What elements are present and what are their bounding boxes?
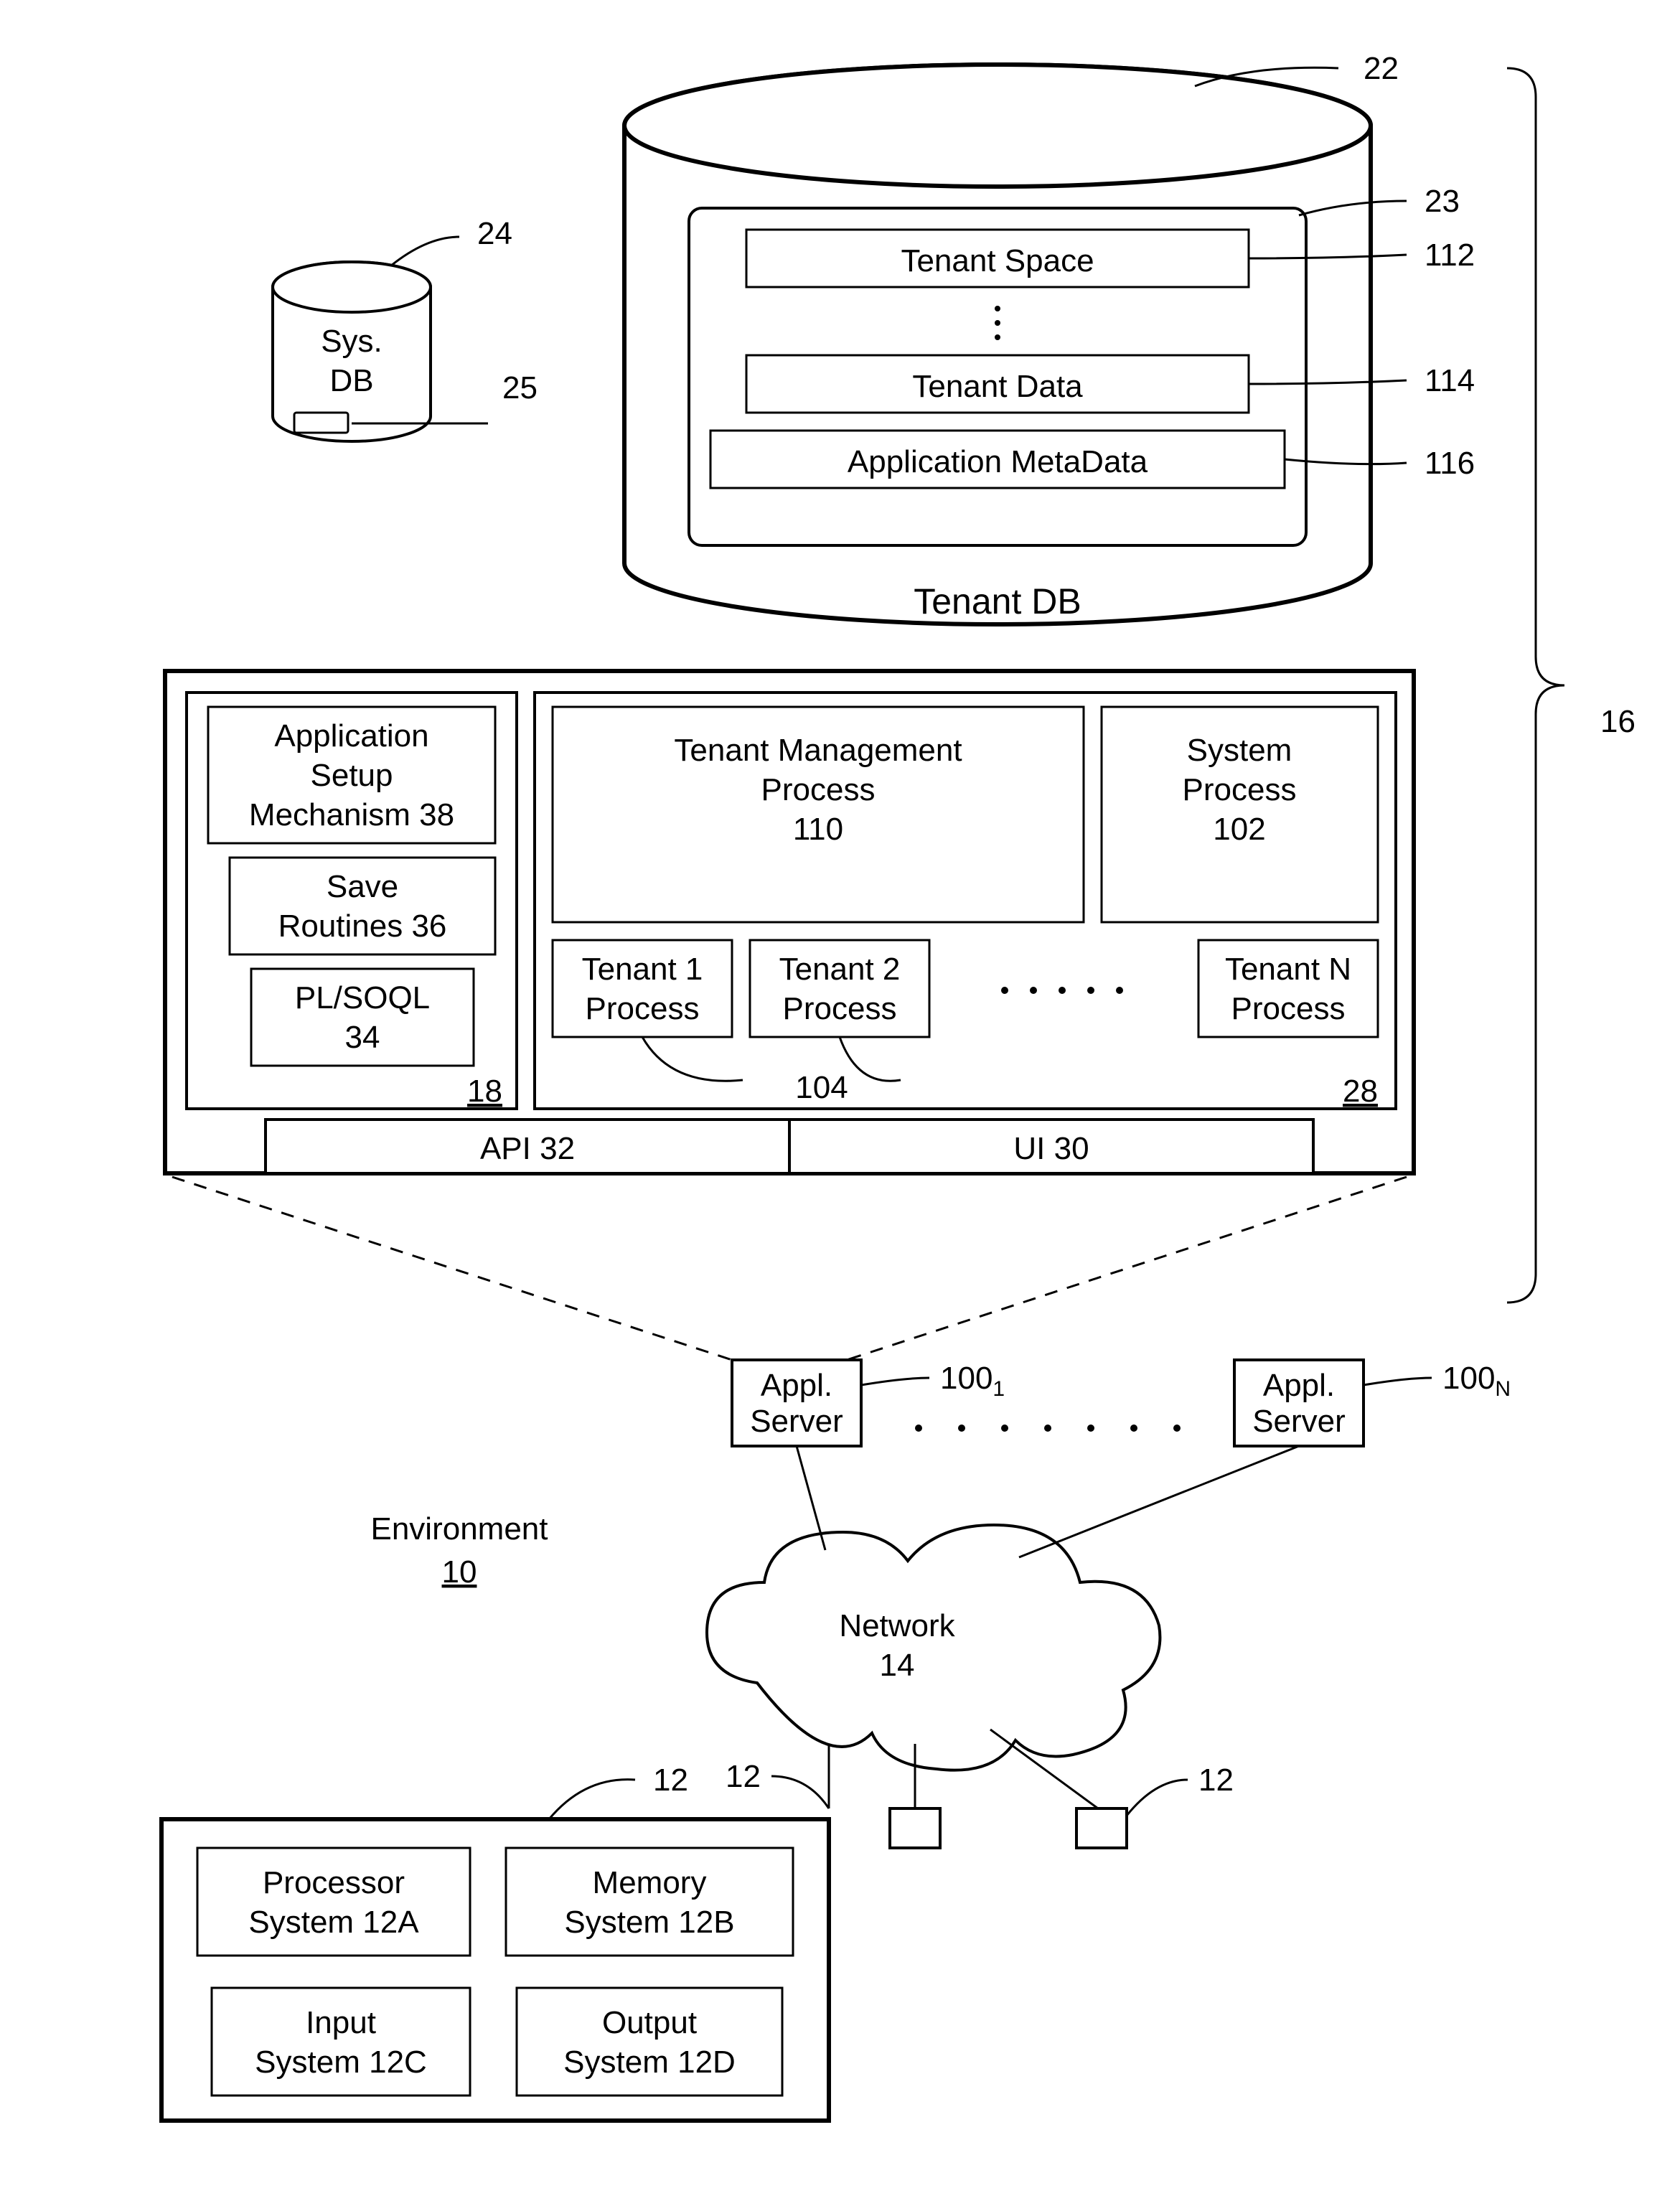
asnb: Server (1252, 1404, 1346, 1439)
t2b: Process (783, 991, 897, 1026)
ui-label: UI 30 (1013, 1131, 1089, 1166)
ref-right: 28 (1343, 1074, 1378, 1109)
user-system: Processor System 12A Memory System 12B I… (161, 1819, 829, 2121)
appsetup3: Mechanism 38 (249, 797, 454, 832)
sys-db: Sys. DB (273, 262, 431, 441)
sysdb-l1: Sys. (321, 324, 383, 359)
ref-tenantData: 114 (1425, 363, 1475, 398)
ref-tenantDB: 22 (1364, 51, 1399, 86)
proc1: Processor (263, 1865, 405, 1900)
net1: Network (839, 1608, 955, 1643)
ref-us-a: 12 (726, 1759, 761, 1794)
in1: Input (306, 2005, 376, 2040)
t1a: Tenant 1 (582, 952, 703, 987)
app-meta-label: Application MetaData (848, 444, 1148, 479)
sysdb-l2: DB (329, 363, 373, 398)
ref-sysDBinner: 25 (502, 370, 538, 405)
architecture-diagram: 16 Tenant DB Tenant Space Tenant Data Ap… (0, 0, 1680, 2201)
ref-sysDB: 24 (477, 216, 512, 251)
as1b: Server (750, 1404, 843, 1439)
tenant-db: Tenant DB Tenant Space Tenant Data Appli… (624, 65, 1371, 624)
tenant-space-label: Tenant Space (901, 243, 1094, 278)
save2: Routines 36 (278, 909, 447, 944)
plsoql2: 34 (345, 1020, 380, 1055)
svg-text:1001: 1001 (940, 1361, 1005, 1401)
ref-as1: 100 (940, 1361, 992, 1396)
svg-text:100N: 100N (1442, 1361, 1511, 1401)
tm3: 110 (793, 812, 843, 847)
sp1: System (1187, 733, 1292, 768)
t2a: Tenant 2 (779, 952, 901, 987)
t1b: Process (586, 991, 700, 1026)
tm1: Tenant Management (674, 733, 962, 768)
ref-tenantSpace: 112 (1425, 238, 1475, 273)
as1a: Appl. (761, 1368, 832, 1403)
ref-left: 18 (467, 1074, 502, 1109)
net2: 14 (880, 1648, 915, 1683)
appl-server-n: Appl. Server (1234, 1360, 1364, 1446)
tenant-db-label: Tenant DB (914, 581, 1081, 621)
tenant-data-label: Tenant Data (912, 369, 1083, 404)
appsetup1: Application (274, 718, 428, 754)
ref-asn: 100 (1442, 1361, 1495, 1396)
ref-env: 10 (442, 1554, 477, 1590)
server-dots (915, 1425, 1181, 1432)
api-label: API 32 (480, 1131, 575, 1166)
env-label: Environment (370, 1511, 548, 1547)
asna: Appl. (1263, 1368, 1335, 1403)
ref-us-c: 12 (653, 1763, 688, 1798)
ref-tenantStorage: 23 (1425, 184, 1460, 219)
ref-as1s: 1 (992, 1377, 1005, 1401)
appl-server-1: Appl. Server (732, 1360, 861, 1446)
tNb: Process (1231, 991, 1346, 1026)
mem2: System 12B (564, 1905, 734, 1940)
app-server-detail: Application Setup Mechanism 38 Save Rout… (165, 671, 1414, 1173)
ref-us-b: 12 (1198, 1763, 1234, 1798)
proc2: System 12A (248, 1905, 419, 1940)
tNa: Tenant N (1225, 952, 1351, 987)
ref-tenantProc: 104 (795, 1070, 848, 1105)
appsetup2: Setup (311, 758, 393, 793)
mem1: Memory (593, 1865, 707, 1900)
sp2: Process (1183, 772, 1297, 807)
sp3: 102 (1213, 812, 1265, 847)
out1: Output (602, 2005, 697, 2040)
ref-appMeta: 116 (1425, 446, 1475, 481)
network-cloud: Network 14 (707, 1525, 1160, 1770)
in2: System 12C (255, 2045, 427, 2080)
ref-system: 16 (1600, 704, 1636, 739)
ref-asns: N (1495, 1377, 1511, 1401)
plsoql1: PL/SOQL (295, 980, 430, 1015)
save1: Save (327, 869, 398, 904)
out2: System 12D (563, 2045, 736, 2080)
tm2: Process (761, 772, 876, 807)
